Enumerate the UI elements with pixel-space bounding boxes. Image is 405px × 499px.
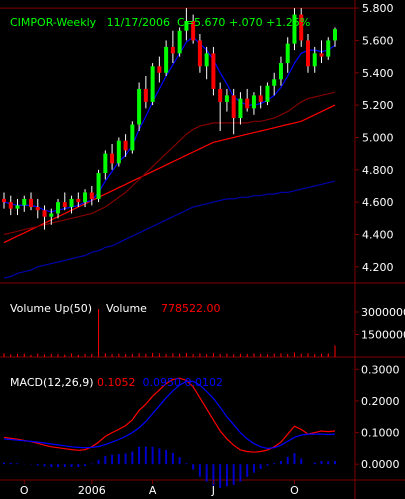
candle-up [333,29,337,41]
macd-signal-line [3,377,336,453]
macd-tick-label: 0.1000 [361,427,400,440]
candle-down [143,88,148,102]
candle-down [89,192,94,199]
price-tick-label: 5.800 [362,2,394,15]
candle-down [305,40,310,67]
x-tick-label: A [149,484,157,497]
candle-up [116,140,121,164]
candle-up [130,124,135,151]
candle-up [224,95,229,102]
chart-header: CIMPOR-Weekly 11/17/2006 C=5.670 +.070 +… [3,3,310,29]
candle-up [251,95,256,109]
moving-average-mid [3,91,336,236]
candle-down [258,95,263,102]
price-tick-label: 5.000 [362,131,394,144]
candle-up [292,14,297,44]
close-label: C=5.670 [177,16,226,29]
candle-up [96,173,101,199]
macd-tick-label: 0.0000 [361,458,400,471]
candle-up [56,202,61,214]
candle-up [204,53,209,67]
candle-down [170,46,175,54]
candle-up [137,88,142,125]
volume-value: 778522.00 [160,302,221,315]
candle-up [177,30,182,54]
moving-average-long [3,104,336,244]
macd-header: MACD(12,26,9) 0.1052 0.0950 0.0102 [3,363,223,389]
candle-down [76,198,81,203]
candle-down [29,198,34,207]
candle-down [211,53,216,89]
moving-average-slow [3,180,336,279]
macd-title: MACD(12,26,9) [10,376,94,389]
candle-up [272,79,277,86]
candle-down [231,95,236,119]
volume-header: Volume Up(50) Volume 778522.00 [3,289,220,315]
candle-up [285,43,290,64]
candle-down [42,210,47,217]
price-tick-label: 4.400 [362,228,394,241]
change-label: +.070 [228,16,263,29]
candle-down [123,140,128,151]
x-tick-label: J [211,484,215,497]
candle-up [83,192,88,203]
pct-label: +1.25% [266,16,311,29]
macd-tick-label: 0.3000 [361,363,400,376]
candle-up [15,205,20,209]
macd-v2: 0.0950 [142,376,182,389]
price-tick-label: 5.600 [362,34,394,47]
volume-title: Volume Up(50) [10,302,93,315]
price-tick-label: 5.400 [362,67,394,80]
candle-down [157,66,162,73]
x-tick-label: 2006 [78,484,106,497]
symbol-label: CIMPOR-Weekly [10,16,97,29]
macd-tick-label: 0.2000 [361,395,400,408]
date-label: 11/17/2006 [106,16,171,29]
volume-tick-label: 3000000 [361,306,405,319]
candle-down [8,202,13,209]
candle-up [103,153,108,174]
price-tick-label: 4.600 [362,196,394,209]
candle-up [164,46,169,73]
candle-up [69,198,74,207]
candle-down [2,198,6,203]
price-tick-label: 4.200 [362,261,394,274]
candle-down [197,40,202,67]
macd-v1: 0.1052 [97,376,136,389]
price-tick-label: 4.800 [362,164,394,177]
candle-down [245,98,250,109]
candle-up [238,98,243,119]
candle-down [35,206,40,211]
x-tick-label: O [290,484,299,497]
x-tick-label: O [20,484,29,497]
candle-down [218,88,223,102]
candle-up [278,63,283,80]
candle-down [110,153,115,164]
price-tick-label: 5.200 [362,99,394,112]
candle-down [299,14,304,41]
candle-up [49,213,54,217]
candle-down [191,21,196,41]
candle-up [265,85,270,102]
candle-down [319,53,324,57]
macd-v3: 0.0102 [184,376,224,389]
candle-up [326,40,331,57]
volume-label: Volume [106,302,147,315]
candle-up [22,198,27,206]
macd-line [3,380,336,450]
candle-up [312,53,317,67]
candle-up [184,21,189,31]
candle-down [62,202,67,207]
candle-up [150,66,155,102]
